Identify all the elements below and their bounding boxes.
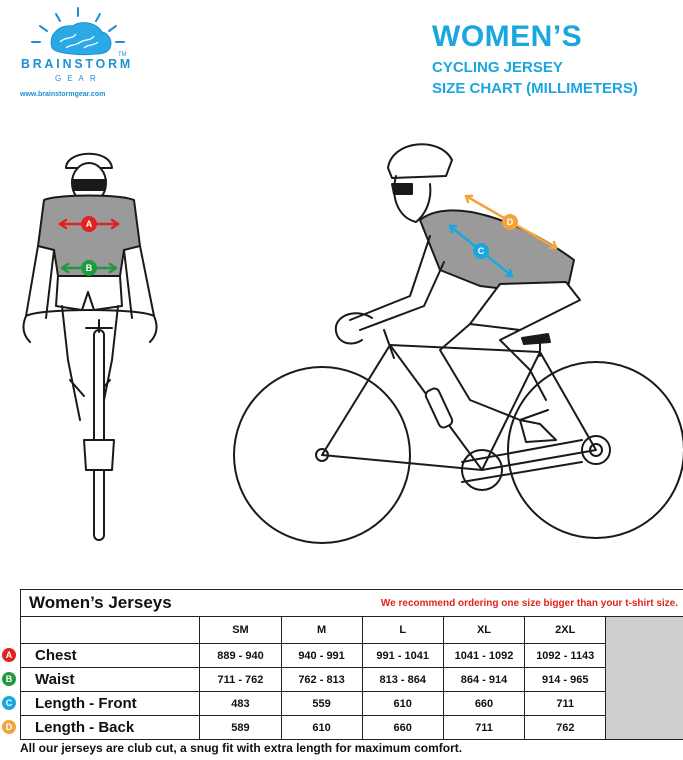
table-cell: 559: [280, 691, 363, 716]
marker-d-icon: [502, 214, 518, 230]
table-row-length-front: C Length - Front 483 559 610 660 711: [2, 691, 683, 716]
table-cell: 762 - 813: [280, 667, 363, 692]
svg-text:B: B: [86, 263, 93, 273]
table-cell: 610: [361, 691, 444, 716]
brand-trademark: TM: [118, 52, 127, 58]
size-header-m: M: [280, 616, 363, 644]
table-cell: 711: [442, 715, 526, 740]
svg-text:C: C: [478, 246, 485, 256]
table-cell: 660: [442, 691, 526, 716]
side-view-rider: [349, 143, 581, 443]
svg-text:D: D: [507, 217, 514, 227]
brand-name: BRAINSTORM: [21, 56, 133, 71]
table-cell: 940 - 991: [280, 643, 363, 668]
table-cell: 711: [524, 691, 607, 716]
size-header-2xl: 2XL: [524, 616, 607, 644]
row-label: A Chest: [2, 643, 201, 668]
marker-b-icon: [81, 260, 97, 276]
table-row-chest: A Chest 889 - 940 940 - 991 991 - 1041 1…: [2, 643, 683, 668]
table-cell: 610: [280, 715, 363, 740]
size-chart-table-wrapper: Women’s Jerseys We recommend ordering on…: [2, 589, 683, 740]
row-label-text: Length - Front: [35, 695, 137, 712]
row-label: B Waist: [2, 667, 201, 692]
table-cell: 889 - 940: [199, 643, 282, 668]
table-cell: 711 - 762: [199, 667, 282, 692]
size-header-sm: SM: [199, 616, 282, 644]
page-subtitle-line1: CYCLING JERSEY: [432, 59, 563, 76]
table-cell: 1092 - 1143: [524, 643, 607, 668]
size-header-xl: XL: [442, 616, 526, 644]
table-row-length-back: D Length - Back 589 610 660 711 762: [2, 715, 683, 740]
marker-d-badge: D: [2, 720, 16, 734]
table-cell: 813 - 864: [361, 667, 444, 692]
marker-b-badge: B: [2, 672, 16, 686]
table-cell: 660: [361, 715, 444, 740]
table-note: We recommend ordering one size bigger th…: [362, 589, 683, 617]
table-cell: 589: [199, 715, 282, 740]
row-label-text: Length - Back: [35, 719, 135, 736]
table-cell: 762: [524, 715, 607, 740]
table-corner: [19, 616, 201, 644]
brand-subtitle: GEAR: [55, 74, 102, 83]
table-cell: 864 - 914: [442, 667, 526, 692]
front-view-cyclist: [22, 152, 158, 541]
row-label-text: Waist: [35, 671, 75, 688]
size-header-l: L: [361, 616, 444, 644]
marker-c-badge: C: [2, 696, 16, 710]
table-cell: 483: [199, 691, 282, 716]
marker-a-icon: [81, 216, 97, 232]
row-label: D Length - Back: [2, 715, 201, 740]
page-subtitle-line2: SIZE CHART (MILLIMETERS): [432, 80, 638, 97]
table-cell: 1041 - 1092: [442, 643, 526, 668]
cyclist-illustration: A B C D: [22, 143, 683, 544]
svg-text:A: A: [86, 219, 93, 229]
marker-a-badge: A: [2, 648, 16, 662]
brand-url[interactable]: www.brainstormgear.com: [20, 91, 106, 98]
table-title: Women’s Jerseys: [20, 589, 363, 617]
table-filler: [605, 616, 683, 740]
table-cell: 991 - 1041: [361, 643, 444, 668]
row-label: C Length - Front: [2, 691, 201, 716]
brainstorm-logo: [31, 7, 125, 56]
footer-note: All our jerseys are club cut, a snug fit…: [20, 741, 463, 755]
marker-c-icon: [473, 243, 489, 259]
size-chart-table: Women’s Jerseys We recommend ordering on…: [2, 589, 683, 740]
side-view-bicycle: [233, 312, 683, 544]
table-cell: 914 - 965: [524, 667, 607, 692]
table-row-waist: B Waist 711 - 762 762 - 813 813 - 864 86…: [2, 667, 683, 692]
page-title: WOMEN’S: [432, 20, 583, 53]
row-label-text: Chest: [35, 647, 77, 664]
